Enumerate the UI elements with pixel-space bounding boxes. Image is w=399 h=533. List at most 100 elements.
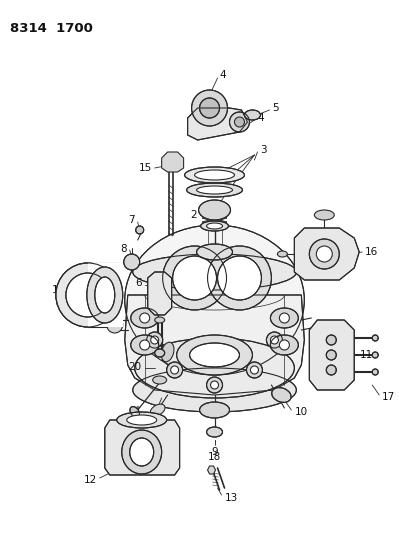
Polygon shape — [309, 320, 354, 390]
Ellipse shape — [271, 335, 298, 355]
Circle shape — [251, 366, 259, 374]
Text: 17: 17 — [382, 392, 395, 402]
Circle shape — [173, 256, 217, 300]
Circle shape — [279, 340, 289, 350]
Polygon shape — [207, 466, 215, 474]
Text: 14: 14 — [51, 285, 65, 295]
Text: 7: 7 — [128, 215, 135, 225]
Ellipse shape — [277, 251, 287, 257]
Circle shape — [66, 273, 110, 317]
Circle shape — [136, 226, 144, 234]
Ellipse shape — [155, 317, 165, 323]
Polygon shape — [188, 108, 247, 140]
Circle shape — [247, 362, 263, 378]
Ellipse shape — [135, 338, 294, 398]
Ellipse shape — [199, 200, 231, 220]
Text: 4: 4 — [257, 113, 264, 123]
Text: 8314  1700: 8314 1700 — [10, 22, 93, 35]
Ellipse shape — [117, 412, 167, 428]
Text: 8: 8 — [120, 244, 127, 254]
Circle shape — [140, 340, 150, 350]
Ellipse shape — [195, 170, 235, 180]
Circle shape — [147, 332, 163, 348]
Ellipse shape — [207, 223, 223, 229]
Ellipse shape — [197, 244, 233, 260]
Circle shape — [326, 350, 336, 360]
Circle shape — [140, 313, 150, 323]
Ellipse shape — [245, 110, 261, 120]
Circle shape — [163, 246, 227, 310]
Circle shape — [124, 254, 140, 270]
Ellipse shape — [127, 415, 157, 425]
Ellipse shape — [131, 308, 159, 328]
Text: 3: 3 — [261, 145, 267, 155]
Ellipse shape — [190, 343, 239, 367]
Circle shape — [217, 256, 261, 300]
Circle shape — [56, 263, 120, 327]
Circle shape — [207, 246, 271, 310]
Ellipse shape — [201, 221, 229, 231]
Text: 19: 19 — [131, 339, 145, 349]
Circle shape — [372, 335, 378, 341]
Ellipse shape — [150, 404, 165, 416]
Text: 16: 16 — [365, 247, 379, 257]
Ellipse shape — [153, 376, 167, 384]
Circle shape — [167, 362, 183, 378]
Ellipse shape — [155, 349, 165, 357]
Text: 4: 4 — [219, 70, 226, 80]
Text: 20: 20 — [128, 362, 142, 372]
Ellipse shape — [185, 167, 245, 183]
Ellipse shape — [271, 308, 298, 328]
Polygon shape — [294, 228, 359, 280]
Polygon shape — [125, 295, 304, 395]
Circle shape — [229, 112, 249, 132]
Ellipse shape — [133, 368, 296, 412]
Circle shape — [267, 332, 282, 348]
Text: 9: 9 — [125, 438, 132, 448]
Circle shape — [151, 336, 159, 344]
Ellipse shape — [200, 402, 229, 418]
Circle shape — [372, 369, 378, 375]
Circle shape — [200, 98, 219, 118]
Circle shape — [192, 90, 227, 126]
Polygon shape — [148, 272, 172, 315]
Text: 10: 10 — [294, 407, 308, 417]
Text: 2: 2 — [190, 210, 197, 220]
Ellipse shape — [131, 335, 159, 355]
Ellipse shape — [95, 277, 115, 313]
Polygon shape — [162, 152, 184, 172]
Bar — [88, 263, 123, 327]
Ellipse shape — [177, 335, 253, 375]
Text: 11: 11 — [360, 350, 373, 360]
Circle shape — [309, 239, 339, 269]
Circle shape — [316, 246, 332, 262]
Ellipse shape — [187, 183, 243, 197]
Ellipse shape — [161, 342, 174, 362]
Text: 13: 13 — [225, 493, 238, 503]
Ellipse shape — [130, 407, 140, 417]
Ellipse shape — [314, 210, 334, 220]
Ellipse shape — [130, 438, 154, 466]
Ellipse shape — [133, 254, 296, 290]
Text: 5: 5 — [273, 103, 279, 113]
Circle shape — [326, 335, 336, 345]
Text: 12: 12 — [83, 475, 97, 485]
Ellipse shape — [107, 317, 123, 333]
Ellipse shape — [125, 225, 304, 375]
Text: 18: 18 — [208, 452, 221, 462]
Circle shape — [235, 117, 245, 127]
Text: 6: 6 — [135, 278, 142, 288]
Text: 1: 1 — [138, 428, 145, 438]
Ellipse shape — [272, 387, 291, 402]
Ellipse shape — [122, 430, 162, 474]
Ellipse shape — [135, 437, 144, 443]
Circle shape — [271, 336, 279, 344]
Text: 9: 9 — [211, 447, 218, 457]
Ellipse shape — [197, 186, 233, 194]
Circle shape — [171, 366, 179, 374]
Circle shape — [372, 352, 378, 358]
Polygon shape — [105, 420, 180, 475]
Circle shape — [211, 381, 219, 389]
Circle shape — [207, 377, 223, 393]
Circle shape — [279, 313, 289, 323]
